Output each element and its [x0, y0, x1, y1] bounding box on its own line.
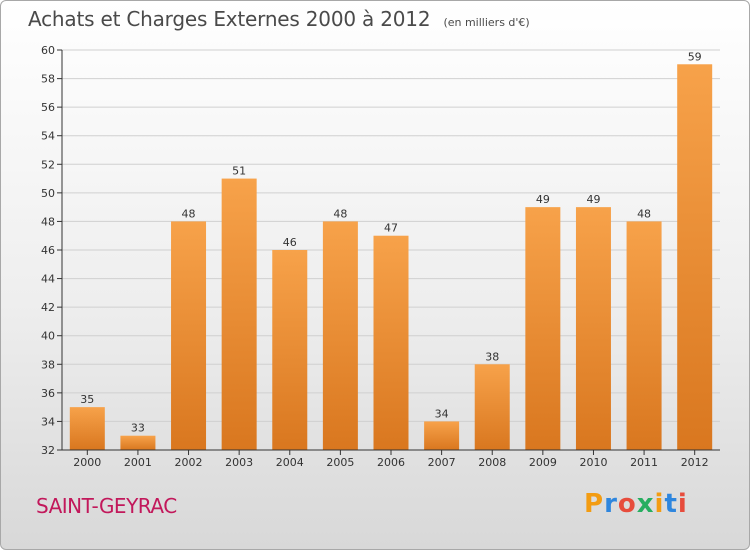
bar-value-label: 49	[586, 193, 600, 206]
y-tick-label: 48	[41, 215, 55, 228]
bar-value-label: 48	[637, 207, 651, 220]
y-tick-label: 52	[41, 158, 55, 171]
x-tick-label: 2008	[478, 456, 506, 469]
bar-value-label: 34	[435, 407, 449, 420]
logo-letter: t	[664, 489, 678, 519]
y-tick-label: 58	[41, 73, 55, 86]
labels: 32 34 36 38 40 42 44 46 48 50 52 54 56 58 60 35 2000 33 20…	[41, 44, 709, 469]
bar	[575, 207, 611, 450]
logo-letter: i	[677, 489, 688, 519]
bar-value-label: 35	[80, 393, 94, 406]
bars	[69, 64, 713, 451]
bar	[525, 207, 561, 450]
x-tick-label: 2001	[124, 456, 152, 469]
bar-value-label: 46	[283, 236, 297, 249]
logo-letter: P	[584, 489, 605, 519]
bar	[272, 250, 308, 450]
logo-letter: i	[654, 489, 665, 519]
bar-value-label: 33	[131, 422, 145, 435]
bar	[120, 435, 156, 450]
bar-value-label: 47	[384, 222, 398, 235]
x-tick-label: 2003	[225, 456, 253, 469]
y-tick-label: 54	[41, 130, 55, 143]
logo-letter: r	[604, 489, 618, 519]
commune-name: SAINT-GEYRAC	[36, 494, 177, 518]
bar	[424, 421, 460, 450]
y-tick-label: 38	[41, 358, 55, 371]
y-tick-label: 50	[41, 187, 55, 200]
bar-value-label: 48	[333, 207, 347, 220]
bar-value-label: 38	[485, 350, 499, 363]
x-tick-label: 2002	[175, 456, 203, 469]
bar-value-label: 51	[232, 165, 246, 178]
bar-value-label: 59	[688, 50, 702, 63]
y-tick-label: 42	[41, 301, 55, 314]
bar	[69, 407, 105, 450]
bar	[322, 221, 358, 450]
axes	[57, 49, 720, 455]
y-tick-label: 56	[41, 101, 55, 114]
x-tick-label: 2010	[579, 456, 607, 469]
x-tick-label: 2004	[276, 456, 304, 469]
bar	[474, 364, 510, 450]
y-tick-label: 32	[41, 444, 55, 457]
bar-value-label: 48	[182, 207, 196, 220]
bar	[221, 178, 257, 451]
y-tick-label: 44	[41, 273, 55, 286]
bar	[626, 221, 662, 450]
bar	[677, 64, 713, 451]
proxiti-logo[interactable]: Proxiti	[584, 489, 688, 519]
bar	[171, 221, 207, 450]
x-tick-label: 2006	[377, 456, 405, 469]
x-tick-label: 2011	[630, 456, 658, 469]
x-tick-label: 2005	[326, 456, 354, 469]
logo-letter: x	[636, 489, 655, 519]
x-tick-label: 2012	[681, 456, 709, 469]
x-tick-label: 2000	[73, 456, 101, 469]
x-tick-label: 2009	[529, 456, 557, 469]
y-tick-label: 40	[41, 330, 55, 343]
y-tick-label: 36	[41, 387, 55, 400]
bar-value-label: 49	[536, 193, 550, 206]
x-tick-label: 2007	[428, 456, 456, 469]
logo-letter: o	[617, 489, 637, 519]
bar	[373, 235, 409, 450]
y-tick-label: 60	[41, 44, 55, 57]
chart-title: Achats et Charges Externes 2000 à 2012	[28, 7, 431, 31]
y-tick-label: 34	[41, 415, 55, 428]
chart-subtitle: (en milliers d'€)	[443, 16, 530, 29]
title-row: Achats et Charges Externes 2000 à 2012 (…	[28, 7, 530, 31]
y-tick-label: 46	[41, 244, 55, 257]
